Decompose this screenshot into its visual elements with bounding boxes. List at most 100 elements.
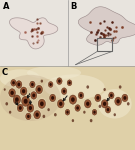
Circle shape <box>35 84 44 95</box>
Circle shape <box>24 99 28 104</box>
Circle shape <box>68 93 78 106</box>
Circle shape <box>75 105 80 111</box>
Circle shape <box>94 93 102 103</box>
Circle shape <box>16 103 24 113</box>
Circle shape <box>122 94 128 102</box>
Circle shape <box>48 82 53 87</box>
Circle shape <box>107 108 109 111</box>
Circle shape <box>26 113 31 120</box>
Circle shape <box>61 88 67 94</box>
Circle shape <box>17 83 20 86</box>
Circle shape <box>56 98 65 110</box>
Circle shape <box>119 85 122 89</box>
Circle shape <box>74 103 81 112</box>
Circle shape <box>50 94 56 102</box>
Circle shape <box>31 92 37 99</box>
Circle shape <box>11 80 16 86</box>
Circle shape <box>104 105 112 114</box>
Circle shape <box>19 85 28 97</box>
Circle shape <box>49 83 52 86</box>
Circle shape <box>67 80 72 86</box>
Circle shape <box>29 80 36 89</box>
Circle shape <box>27 115 30 118</box>
Circle shape <box>38 87 41 92</box>
Ellipse shape <box>0 69 40 88</box>
Circle shape <box>37 98 47 110</box>
Circle shape <box>43 115 45 118</box>
Ellipse shape <box>27 66 81 80</box>
Circle shape <box>35 113 39 117</box>
Ellipse shape <box>98 89 132 118</box>
Circle shape <box>54 113 57 116</box>
Circle shape <box>83 111 86 114</box>
Circle shape <box>59 102 63 106</box>
Circle shape <box>30 90 38 100</box>
Circle shape <box>64 108 71 116</box>
Circle shape <box>11 91 14 95</box>
Circle shape <box>4 88 6 91</box>
Circle shape <box>15 79 23 90</box>
Circle shape <box>60 87 68 96</box>
Circle shape <box>5 102 8 105</box>
Text: B: B <box>70 2 77 11</box>
Bar <box>97 38 112 51</box>
Circle shape <box>96 96 99 100</box>
Circle shape <box>26 102 35 114</box>
Circle shape <box>108 91 115 100</box>
Circle shape <box>103 102 106 106</box>
Circle shape <box>66 79 73 87</box>
Circle shape <box>9 89 16 97</box>
Circle shape <box>91 108 98 116</box>
Circle shape <box>117 99 120 103</box>
Circle shape <box>115 97 122 105</box>
Circle shape <box>63 90 65 93</box>
Circle shape <box>13 95 21 104</box>
Circle shape <box>27 104 34 112</box>
Circle shape <box>47 81 54 88</box>
Circle shape <box>86 102 89 106</box>
Circle shape <box>33 109 42 120</box>
Circle shape <box>114 96 123 107</box>
Circle shape <box>29 106 32 110</box>
Circle shape <box>10 78 17 87</box>
Circle shape <box>123 96 126 100</box>
Circle shape <box>30 81 35 88</box>
Circle shape <box>8 87 17 99</box>
Polygon shape <box>9 18 58 49</box>
Circle shape <box>57 78 62 84</box>
Circle shape <box>32 93 35 97</box>
Circle shape <box>90 119 92 122</box>
Circle shape <box>57 100 64 108</box>
Circle shape <box>76 106 79 110</box>
Circle shape <box>83 98 92 110</box>
Circle shape <box>103 88 106 91</box>
Circle shape <box>20 94 31 108</box>
Circle shape <box>121 93 129 103</box>
Circle shape <box>40 102 44 106</box>
Circle shape <box>72 119 74 122</box>
Circle shape <box>109 92 114 99</box>
Ellipse shape <box>44 74 105 100</box>
Circle shape <box>12 81 15 84</box>
Circle shape <box>65 109 70 115</box>
Circle shape <box>38 99 46 108</box>
Circle shape <box>100 98 109 110</box>
Circle shape <box>99 105 101 108</box>
Circle shape <box>41 80 43 83</box>
Circle shape <box>101 100 108 108</box>
Circle shape <box>51 96 54 100</box>
Circle shape <box>71 97 75 102</box>
Circle shape <box>34 111 40 119</box>
Circle shape <box>84 100 91 108</box>
Circle shape <box>110 94 113 97</box>
Circle shape <box>36 85 43 94</box>
Circle shape <box>12 93 22 106</box>
Circle shape <box>66 111 69 114</box>
Circle shape <box>58 80 61 83</box>
Circle shape <box>17 104 23 112</box>
Circle shape <box>15 97 19 102</box>
Circle shape <box>78 92 84 99</box>
Text: C: C <box>1 68 7 77</box>
Circle shape <box>22 96 30 106</box>
Circle shape <box>16 81 22 88</box>
